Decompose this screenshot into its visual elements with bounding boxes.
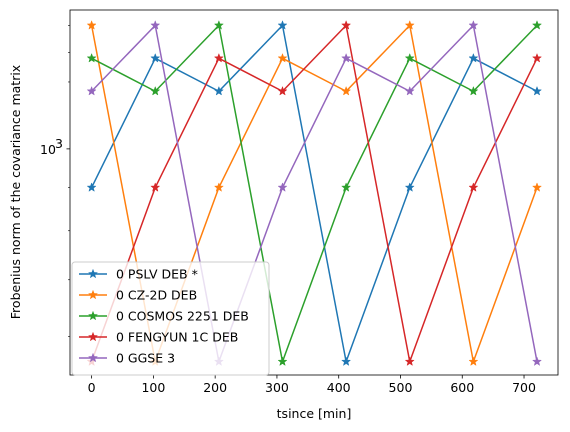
data-point [86, 85, 97, 96]
data-point [468, 85, 479, 96]
data-point [531, 85, 543, 96]
data-point [531, 182, 543, 192]
series-line [90, 24, 538, 363]
legend-item: 0 PSLV DEB * [79, 267, 198, 282]
x-tick-label: 400 [327, 380, 351, 395]
x-tick-label: 300 [265, 380, 289, 395]
data-point [213, 182, 224, 192]
legend: 0 PSLV DEB * 0 CZ-2D DEB 0 COSMOS 2251 DEB… [71, 261, 270, 376]
data-point [531, 20, 543, 30]
x-tick-label: 100 [141, 380, 165, 395]
data-point [150, 85, 161, 96]
legend-label: 0 GGSE 3 [116, 351, 175, 366]
data-point [277, 85, 288, 96]
legend-label: 0 FENGYUN 1C DEB [116, 330, 238, 345]
data-point [86, 20, 97, 30]
data-point [150, 20, 161, 30]
data-point [468, 356, 479, 366]
data-point [213, 85, 224, 96]
data-point [150, 52, 161, 63]
legend-label: 0 COSMOS 2251 DEB [116, 309, 249, 324]
data-point [213, 52, 224, 63]
x-tick-label: 0 [88, 380, 96, 395]
legend-marker [87, 331, 99, 342]
data-point [86, 182, 97, 192]
data-point [404, 356, 415, 366]
legend-item: 0 GGSE 3 [79, 351, 175, 366]
legend-marker [87, 310, 99, 321]
data-point [213, 20, 224, 30]
x-axis: 0 100 200 300 400 500 600 700 [88, 375, 536, 395]
legend-marker [87, 268, 99, 279]
x-tick-label: 500 [389, 380, 413, 395]
legend-label: 0 CZ-2D DEB [116, 288, 197, 303]
legend-marker [87, 352, 99, 363]
legend-item: 0 FENGYUN 1C DEB [79, 330, 238, 345]
data-point [404, 182, 415, 192]
x-tick-label: 700 [512, 380, 536, 395]
x-axis-label: tsince [min] [277, 406, 352, 421]
data-point [341, 182, 352, 192]
data-point [277, 20, 288, 30]
data-point [468, 52, 479, 63]
legend-box [71, 261, 270, 376]
y-tick-label-exponent: 3 [55, 136, 63, 151]
data-point [531, 356, 543, 366]
legend-label: 0 PSLV DEB * [116, 267, 198, 282]
data-point [341, 20, 352, 30]
legend-item: 0 CZ-2D DEB [79, 288, 197, 303]
data-point [468, 20, 479, 30]
series-line [90, 24, 538, 363]
y-axis: 10 3 [40, 25, 70, 337]
data-point [341, 356, 352, 366]
data-point [277, 52, 288, 63]
legend-item: 0 COSMOS 2251 DEB [79, 309, 249, 324]
series-line [91, 24, 538, 363]
data-point [531, 52, 543, 63]
data-point [150, 182, 161, 192]
data-point [277, 182, 288, 192]
data-point [86, 52, 97, 63]
data-point [404, 85, 415, 96]
y-axis-label: Frobenius norm of the covariance matrix [8, 65, 23, 319]
data-point [341, 52, 352, 63]
data-point [404, 52, 415, 63]
series-1 [86, 20, 543, 366]
data-point [404, 20, 415, 30]
plot-frame [69, 9, 559, 376]
legend-marker [87, 289, 99, 300]
data-point [341, 85, 352, 96]
x-tick-label: 600 [450, 380, 474, 395]
data-point [468, 182, 479, 192]
y-tick-label: 10 [40, 142, 56, 157]
data-point [277, 356, 288, 366]
x-tick-label: 200 [203, 380, 227, 395]
